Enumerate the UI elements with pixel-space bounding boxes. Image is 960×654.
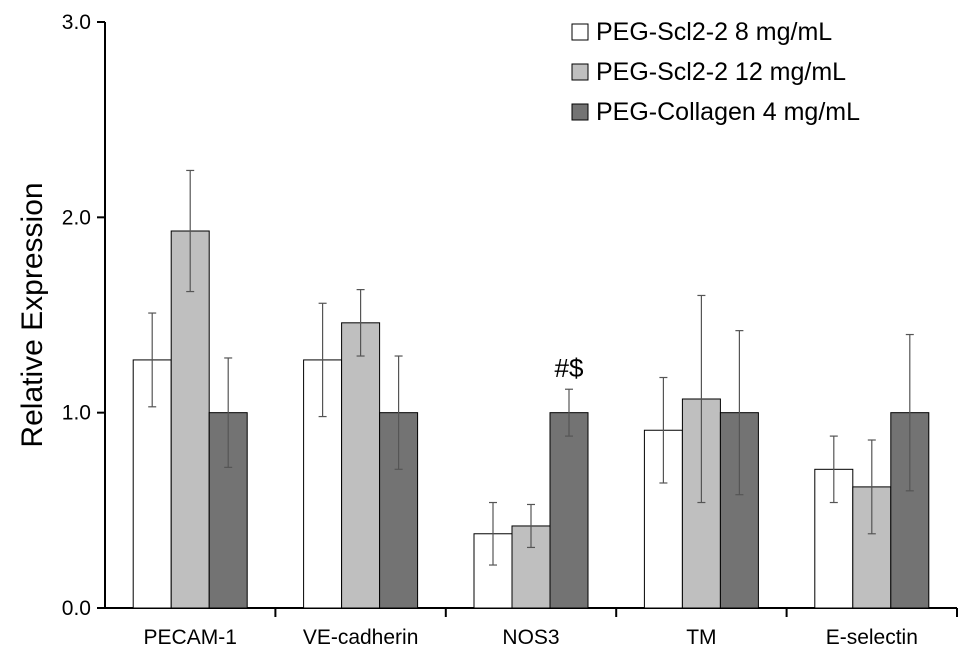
bar [549, 412, 589, 609]
bar [814, 468, 854, 609]
legend: PEG-Scl2-2 8 mg/mL PEG-Scl2-2 12 mg/mL PEG… [571, 18, 860, 126]
x-tick-label: PECAM-1 [144, 626, 237, 649]
legend-label: PEG-Collagen 4 mg/mL [596, 98, 860, 126]
y-tick-label: 0.0 [62, 597, 91, 620]
x-tick-label: NOS3 [502, 626, 559, 649]
y-tick-label: 1.0 [62, 402, 91, 425]
legend-label: PEG-Scl2-2 8 mg/mL [596, 18, 832, 46]
bars [132, 230, 930, 609]
y-axis-title: Relative Expression [16, 182, 49, 447]
bar [170, 230, 210, 609]
x-tick-label: VE-cadherin [303, 626, 419, 649]
bar [341, 322, 381, 609]
bar [208, 412, 248, 609]
error-bars [148, 169, 914, 566]
y-tick-label: 3.0 [62, 11, 91, 34]
x-tick-label: E-selectin [826, 626, 918, 649]
annotations: #$ [555, 353, 584, 383]
bar [511, 525, 551, 609]
x-tick-label: TM [686, 626, 716, 649]
y-tick-label: 2.0 [62, 206, 91, 229]
significance-annotation: #$ [555, 353, 584, 383]
legend-swatch [571, 103, 589, 121]
legend-label: PEG-Scl2-2 12 mg/mL [596, 58, 846, 86]
legend-swatch [571, 23, 589, 41]
legend-swatch [571, 63, 589, 81]
